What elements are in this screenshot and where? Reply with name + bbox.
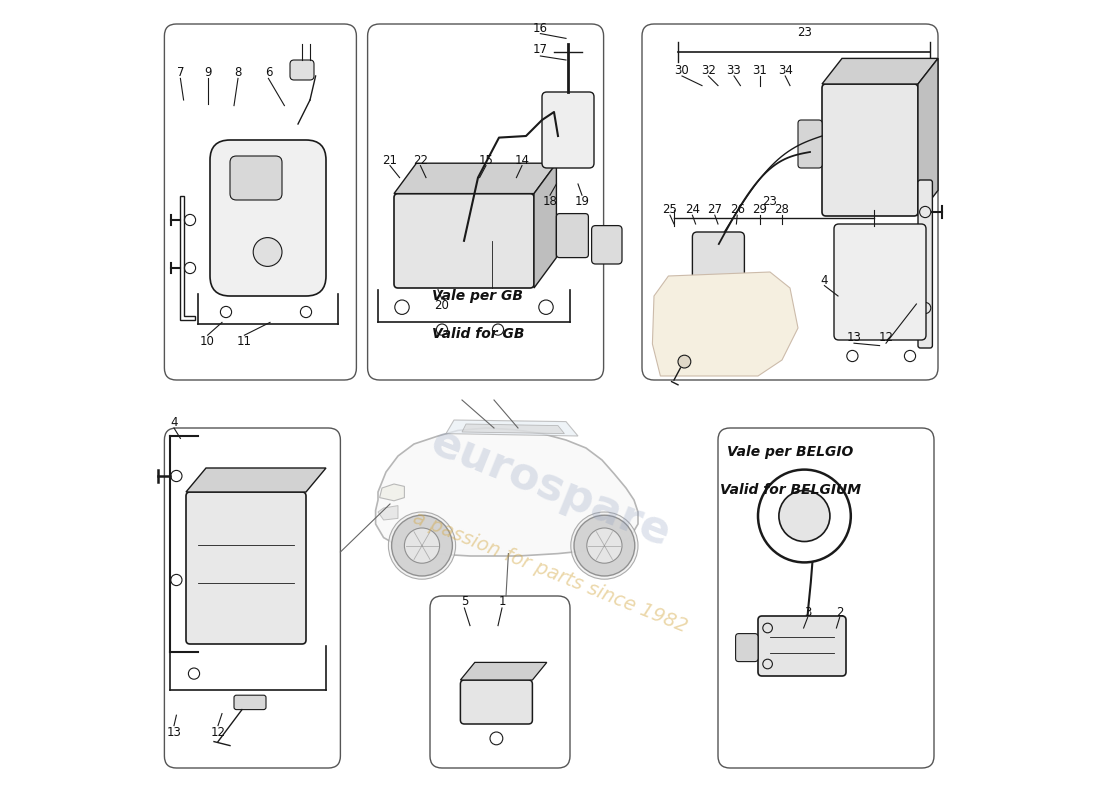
- Circle shape: [405, 528, 440, 563]
- Text: 8: 8: [234, 66, 242, 78]
- FancyBboxPatch shape: [290, 60, 314, 80]
- Circle shape: [253, 238, 282, 266]
- Text: 11: 11: [236, 335, 252, 348]
- FancyBboxPatch shape: [230, 156, 282, 200]
- Text: 18: 18: [542, 195, 558, 208]
- Text: 16: 16: [532, 22, 548, 34]
- Text: 15: 15: [478, 154, 494, 166]
- Text: 4: 4: [821, 274, 828, 286]
- FancyBboxPatch shape: [692, 232, 745, 292]
- Polygon shape: [394, 163, 557, 194]
- Text: a passion for parts since 1982: a passion for parts since 1982: [410, 508, 690, 636]
- Circle shape: [388, 512, 455, 579]
- Text: eurospare: eurospare: [424, 420, 676, 556]
- Polygon shape: [822, 58, 938, 84]
- Polygon shape: [534, 163, 557, 288]
- Text: 34: 34: [778, 64, 793, 77]
- Text: 23: 23: [798, 26, 812, 38]
- FancyBboxPatch shape: [736, 634, 758, 662]
- Text: 23: 23: [762, 195, 778, 208]
- Text: 5: 5: [461, 595, 469, 608]
- Text: Vale per GB: Vale per GB: [432, 289, 524, 303]
- FancyBboxPatch shape: [234, 695, 266, 710]
- Text: 2: 2: [836, 606, 844, 618]
- Text: Valid for BELGIUM: Valid for BELGIUM: [719, 483, 860, 498]
- Circle shape: [571, 512, 638, 579]
- Polygon shape: [375, 428, 638, 556]
- Text: 10: 10: [200, 335, 214, 348]
- Text: 12: 12: [210, 726, 225, 738]
- Text: 24: 24: [685, 203, 700, 216]
- Circle shape: [574, 515, 635, 576]
- Text: 29: 29: [752, 203, 767, 216]
- Text: 25: 25: [662, 203, 678, 216]
- Text: 14: 14: [515, 154, 529, 166]
- Text: 27: 27: [707, 203, 723, 216]
- Circle shape: [678, 355, 691, 368]
- Text: 13: 13: [847, 331, 861, 344]
- Text: 22: 22: [412, 154, 428, 166]
- Text: 31: 31: [752, 64, 767, 77]
- Polygon shape: [186, 468, 326, 492]
- Polygon shape: [461, 662, 547, 680]
- Polygon shape: [378, 506, 398, 520]
- Text: 9: 9: [205, 66, 212, 78]
- Circle shape: [392, 515, 452, 576]
- FancyBboxPatch shape: [461, 680, 532, 724]
- Polygon shape: [446, 420, 578, 436]
- FancyBboxPatch shape: [210, 140, 326, 296]
- FancyBboxPatch shape: [542, 92, 594, 168]
- Text: 21: 21: [383, 154, 397, 166]
- Text: 1: 1: [498, 595, 506, 608]
- Text: 12: 12: [879, 331, 893, 344]
- Text: 7: 7: [177, 66, 184, 78]
- Text: 17: 17: [532, 43, 548, 56]
- Text: 26: 26: [729, 203, 745, 216]
- FancyBboxPatch shape: [822, 84, 918, 216]
- Text: Valid for GB: Valid for GB: [431, 327, 525, 342]
- Polygon shape: [918, 58, 938, 216]
- Text: Vale per BELGIO: Vale per BELGIO: [727, 445, 854, 459]
- Text: 32: 32: [701, 64, 716, 77]
- FancyBboxPatch shape: [557, 214, 588, 258]
- Circle shape: [586, 528, 622, 563]
- Text: 28: 28: [774, 203, 790, 216]
- FancyBboxPatch shape: [758, 616, 846, 676]
- Text: 4: 4: [170, 416, 178, 429]
- Polygon shape: [379, 484, 405, 501]
- Text: 33: 33: [727, 64, 741, 77]
- FancyBboxPatch shape: [394, 194, 534, 288]
- Text: 6: 6: [265, 66, 272, 78]
- FancyBboxPatch shape: [592, 226, 622, 264]
- FancyBboxPatch shape: [784, 645, 806, 662]
- Text: 20: 20: [434, 299, 450, 312]
- Text: 30: 30: [674, 64, 690, 77]
- FancyBboxPatch shape: [798, 120, 822, 168]
- Circle shape: [779, 490, 829, 542]
- FancyBboxPatch shape: [834, 224, 926, 340]
- Text: 13: 13: [166, 726, 182, 738]
- FancyBboxPatch shape: [918, 180, 933, 348]
- Polygon shape: [462, 424, 564, 434]
- Text: 19: 19: [574, 195, 590, 208]
- FancyBboxPatch shape: [186, 492, 306, 644]
- Text: 3: 3: [804, 606, 812, 618]
- Polygon shape: [652, 272, 798, 376]
